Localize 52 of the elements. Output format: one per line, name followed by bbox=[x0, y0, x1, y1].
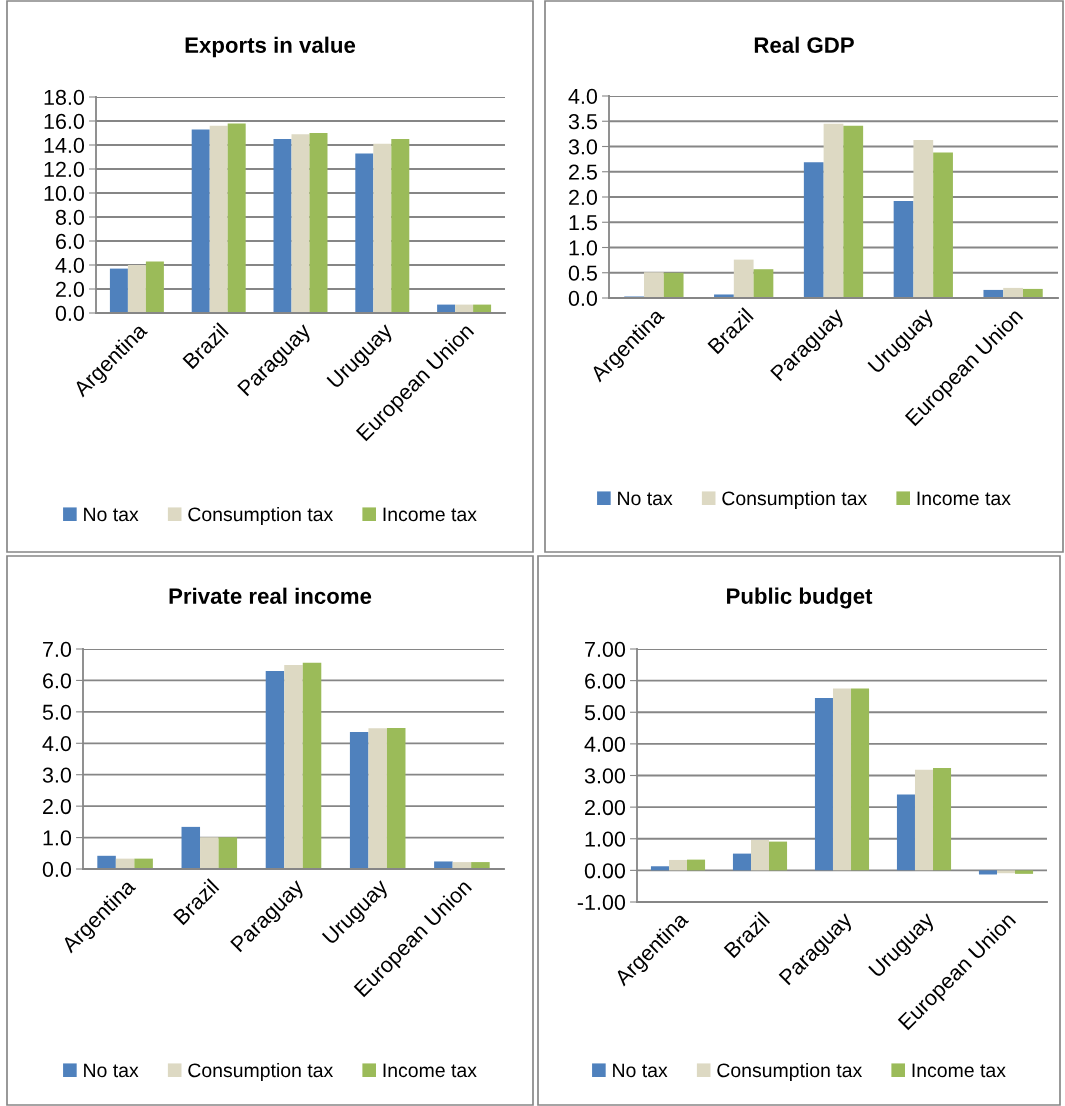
legend-label: Consumption tax bbox=[717, 1062, 863, 1082]
y-tick-label: 2.5 bbox=[569, 164, 597, 180]
legend-label: Consumption tax bbox=[188, 1062, 334, 1082]
y-tick-label: 6.00 bbox=[585, 673, 626, 689]
y-tick-label: 6.0 bbox=[56, 233, 85, 250]
y-tick-label: 2.00 bbox=[585, 799, 626, 816]
y-tick-label: 4.00 bbox=[584, 736, 626, 752]
y-tick-label: 8.0 bbox=[55, 209, 85, 226]
y-tick-label: 6.0 bbox=[43, 673, 72, 689]
y-tick-label: 3.00 bbox=[584, 768, 626, 784]
y-tick-label: 16.0 bbox=[44, 113, 85, 130]
y-tick-label: 4.0 bbox=[55, 257, 85, 274]
legend-label: Income tax bbox=[917, 491, 1011, 506]
legend-label: Consumption tax bbox=[188, 506, 334, 526]
y-tick-label: 0.0 bbox=[568, 290, 598, 307]
y-tick-label: 3.5 bbox=[568, 114, 597, 130]
legend-label: No tax bbox=[613, 1063, 668, 1078]
y-tick-label: 0.0 bbox=[42, 861, 72, 878]
y-tick-label: -1.00 bbox=[577, 894, 626, 911]
chart-title: Public budget bbox=[727, 587, 873, 609]
y-tick-label: 1.00 bbox=[585, 831, 626, 847]
y-tick-label: 5.00 bbox=[584, 705, 626, 721]
y-tick-label: 0.0 bbox=[55, 305, 85, 322]
legend-label: Income tax bbox=[383, 507, 477, 522]
y-tick-label: 2.0 bbox=[43, 798, 72, 815]
y-tick-label: 1.5 bbox=[569, 215, 597, 231]
legend-label: Income tax bbox=[912, 1063, 1006, 1078]
chart-title: Exports in value bbox=[185, 36, 356, 58]
y-tick-label: 1.0 bbox=[569, 240, 598, 256]
y-tick-label: 3.0 bbox=[42, 767, 72, 783]
y-tick-label: 14.0 bbox=[44, 137, 85, 154]
y-tick-label: 7.00 bbox=[585, 641, 626, 658]
y-tick-label: 2.0 bbox=[569, 189, 598, 206]
y-tick-label: 18.0 bbox=[44, 89, 85, 106]
y-tick-label: 7.0 bbox=[43, 641, 72, 658]
legend-label: No tax bbox=[84, 507, 139, 522]
y-tick-label: 0.00 bbox=[584, 863, 626, 879]
y-tick-label: 12.0 bbox=[44, 161, 85, 178]
chart-title: Real GDP bbox=[754, 36, 854, 53]
legend-label: Income tax bbox=[383, 1063, 477, 1078]
y-tick-label: 3.0 bbox=[568, 139, 598, 155]
y-tick-label: 4.0 bbox=[42, 736, 72, 752]
y-tick-label: 5.0 bbox=[42, 704, 72, 720]
legend-label: Consumption tax bbox=[722, 490, 868, 510]
chart-title: Private real income bbox=[169, 587, 372, 604]
y-tick-label: 2.0 bbox=[56, 281, 85, 298]
y-tick-label: 4.0 bbox=[568, 88, 598, 105]
y-tick-label: 10.0 bbox=[44, 185, 85, 202]
legend-label: No tax bbox=[84, 1063, 139, 1078]
y-tick-label: 1.0 bbox=[43, 830, 72, 846]
y-tick-label: 0.5 bbox=[568, 265, 597, 281]
legend-label: No tax bbox=[618, 491, 673, 506]
